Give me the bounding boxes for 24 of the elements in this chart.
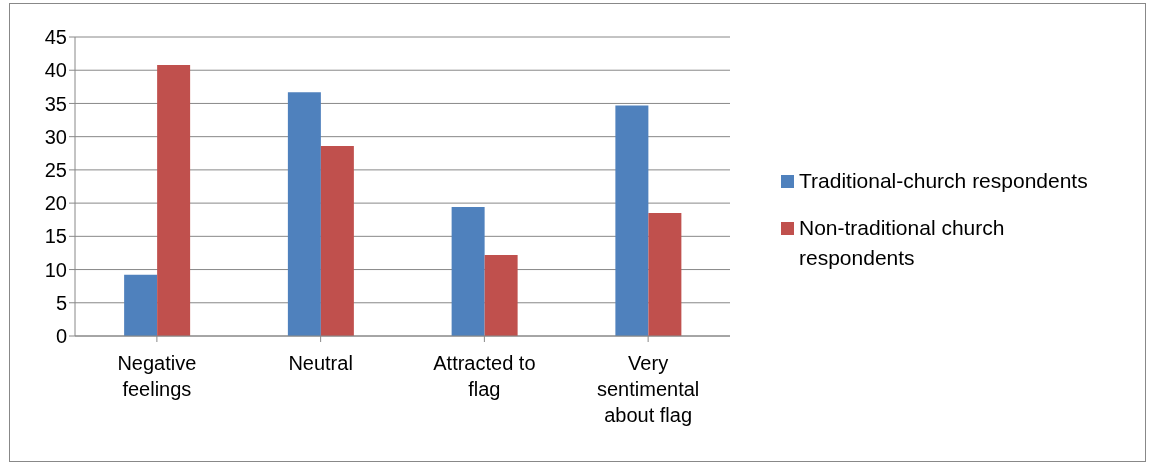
bar [157, 64, 191, 336]
x-tick-label: Attracted to flag [433, 352, 536, 400]
x-tick-label: Very sentimental about flag [596, 352, 700, 426]
bar [484, 254, 518, 336]
y-tick-label: 10 [44, 258, 67, 281]
x-tick-label: Neutral [288, 352, 353, 374]
y-tick-label: 40 [44, 59, 67, 82]
bar [320, 145, 354, 336]
y-tick-label: 15 [44, 225, 67, 248]
x-tick-label: Negative feelings [117, 352, 197, 400]
y-tick-label: 35 [44, 92, 67, 115]
y-tick-label: 5 [55, 291, 67, 314]
bar [615, 105, 649, 336]
y-tick-label: 30 [44, 125, 67, 148]
y-tick-label: 0 [55, 325, 67, 348]
y-tick-label: 45 [44, 26, 67, 49]
bar [287, 92, 321, 336]
bar [124, 274, 158, 336]
y-tick-label: 25 [44, 158, 67, 181]
bar [648, 213, 682, 336]
legend-label: Non-traditional church respondents [799, 215, 1006, 271]
legend-label: Traditional-church respondents [799, 168, 1089, 194]
y-tick-label: 20 [44, 192, 67, 215]
bar [451, 207, 485, 336]
